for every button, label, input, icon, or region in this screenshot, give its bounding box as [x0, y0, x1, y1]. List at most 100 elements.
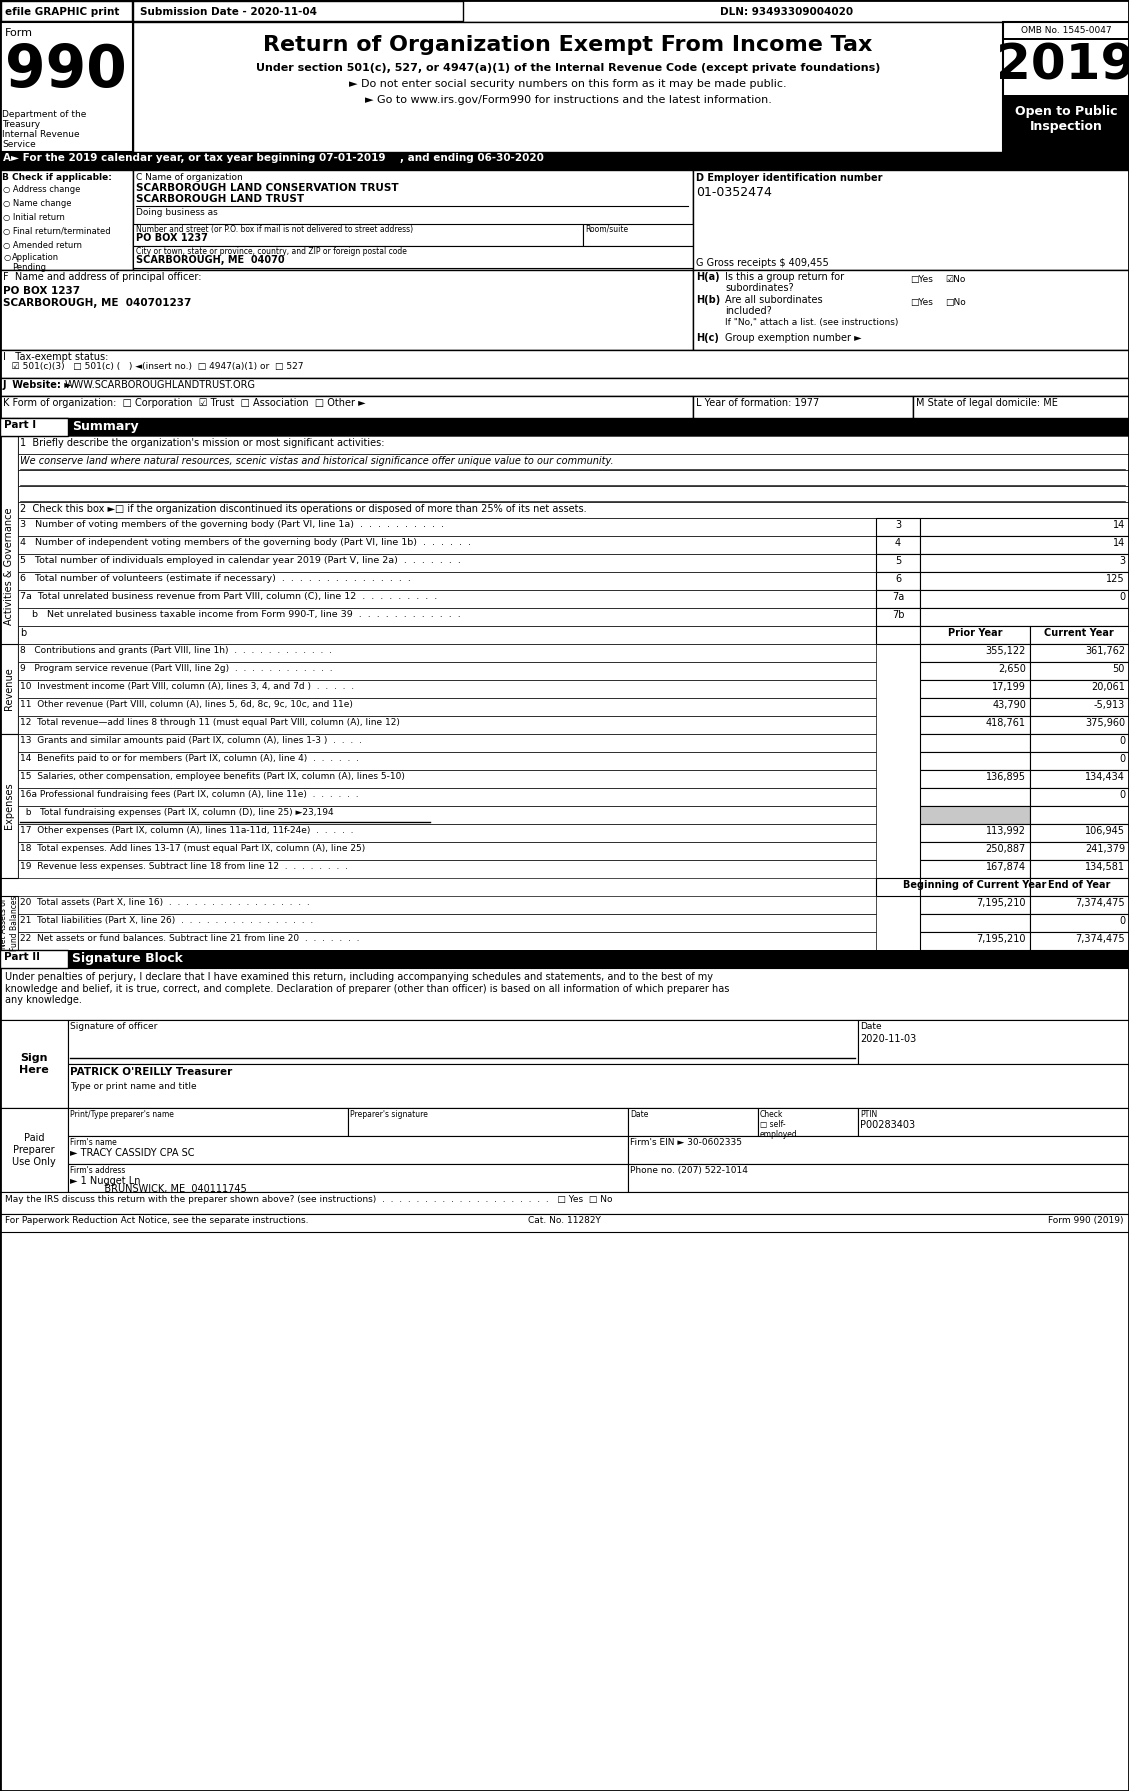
Bar — [0, 1021, 68, 1109]
Bar — [0, 349, 1129, 378]
Text: 6: 6 — [895, 573, 901, 584]
Bar — [0, 734, 18, 878]
Bar — [18, 435, 1129, 453]
Bar — [18, 645, 876, 663]
Text: 11  Other revenue (Part VIII, column (A), lines 5, 6d, 8c, 9c, 10c, and 11e): 11 Other revenue (Part VIII, column (A),… — [20, 700, 353, 709]
Bar — [876, 607, 920, 627]
Text: 17,199: 17,199 — [992, 682, 1026, 691]
Text: L Year of formation: 1977: L Year of formation: 1977 — [695, 398, 820, 408]
Bar — [876, 589, 920, 607]
Bar — [18, 589, 876, 607]
Bar — [18, 716, 876, 734]
Bar — [18, 734, 876, 752]
Text: WWW.SCARBOROUGHLANDTRUST.ORG: WWW.SCARBOROUGHLANDTRUST.ORG — [65, 380, 256, 390]
Text: □Yes: □Yes — [910, 276, 933, 285]
Bar — [693, 170, 1129, 270]
Text: End of Year: End of Year — [1048, 879, 1110, 890]
Bar — [920, 860, 1030, 878]
Text: Are all subordinates: Are all subordinates — [725, 296, 823, 304]
Text: 134,581: 134,581 — [1085, 861, 1124, 872]
Text: 7a: 7a — [892, 593, 904, 602]
Text: Doing business as: Doing business as — [135, 208, 218, 217]
Bar — [913, 396, 1129, 417]
Text: C Name of organization: C Name of organization — [135, 174, 243, 183]
Bar — [18, 536, 876, 553]
Text: PTIN: PTIN — [860, 1110, 877, 1119]
Bar — [1003, 38, 1129, 39]
Text: Preparer's signature: Preparer's signature — [350, 1110, 428, 1119]
Text: BRUNSWICK, ME  040111745: BRUNSWICK, ME 040111745 — [70, 1184, 247, 1195]
Text: Check: Check — [760, 1110, 784, 1119]
Text: 14: 14 — [1113, 537, 1124, 548]
Bar — [1030, 716, 1129, 734]
Bar — [18, 896, 876, 913]
Bar — [0, 1193, 1129, 1214]
Text: □Yes: □Yes — [910, 297, 933, 306]
Text: ○ Amended return: ○ Amended return — [3, 242, 82, 251]
Text: subordinates?: subordinates? — [725, 283, 794, 294]
Text: B Check if applicable:: B Check if applicable: — [2, 174, 112, 183]
Bar — [920, 878, 1030, 896]
Text: ○ Name change: ○ Name change — [3, 199, 71, 208]
Text: Internal Revenue: Internal Revenue — [2, 131, 80, 140]
Bar — [18, 931, 876, 949]
Text: 0: 0 — [1119, 754, 1124, 765]
Text: Treasury: Treasury — [2, 120, 41, 129]
Text: PATRICK O'REILLY Treasurer: PATRICK O'REILLY Treasurer — [70, 1067, 233, 1076]
Bar — [920, 734, 1030, 752]
Text: ► 1 Nugget Ln: ► 1 Nugget Ln — [70, 1177, 140, 1186]
Text: □ self-
employed: □ self- employed — [760, 1119, 798, 1139]
Bar — [920, 896, 1030, 913]
Bar — [68, 1164, 628, 1193]
Text: 250,887: 250,887 — [986, 844, 1026, 854]
Text: 20  Total assets (Part X, line 16)  .  .  .  .  .  .  .  .  .  .  .  .  .  .  . : 20 Total assets (Part X, line 16) . . . … — [20, 897, 309, 906]
Text: 0: 0 — [1119, 790, 1124, 801]
Text: 01-0352474: 01-0352474 — [695, 186, 772, 199]
Text: Cat. No. 11282Y: Cat. No. 11282Y — [527, 1216, 601, 1225]
Text: Is this a group return for: Is this a group return for — [725, 272, 844, 281]
Bar — [876, 878, 920, 896]
Text: 3: 3 — [895, 519, 901, 530]
Text: 6   Total number of volunteers (estimate if necessary)  .  .  .  .  .  .  .  .  : 6 Total number of volunteers (estimate i… — [20, 573, 411, 584]
Bar — [0, 417, 1129, 435]
Bar — [1030, 734, 1129, 752]
Bar — [0, 170, 133, 270]
Text: 7,195,210: 7,195,210 — [977, 897, 1026, 908]
Bar — [1030, 878, 1129, 896]
Bar — [693, 270, 1129, 349]
Text: D Employer identification number: D Employer identification number — [695, 174, 883, 183]
Bar — [18, 824, 876, 842]
Bar — [18, 860, 876, 878]
Bar — [68, 1064, 1129, 1109]
Bar — [133, 170, 693, 270]
Text: 418,761: 418,761 — [986, 718, 1026, 727]
Text: 43,790: 43,790 — [992, 700, 1026, 709]
Text: 8   Contributions and grants (Part VIII, line 1h)  .  .  .  .  .  .  .  .  .  . : 8 Contributions and grants (Part VIII, l… — [20, 647, 332, 656]
Text: Sign
Here: Sign Here — [19, 1053, 49, 1075]
Text: Signature of officer: Signature of officer — [70, 1023, 157, 1032]
Text: ☑No: ☑No — [945, 276, 965, 285]
Bar — [18, 913, 876, 931]
Bar — [18, 770, 876, 788]
Text: 167,874: 167,874 — [986, 861, 1026, 872]
Text: 2020-11-03: 2020-11-03 — [860, 1033, 917, 1044]
Bar — [0, 1021, 1129, 1109]
Text: 361,762: 361,762 — [1085, 647, 1124, 656]
Bar — [1030, 913, 1129, 931]
Bar — [0, 967, 1129, 1021]
Bar — [1030, 770, 1129, 788]
Bar — [18, 571, 876, 589]
Text: ☑ 501(c)(3)   □ 501(c) (   ) ◄(insert no.)  □ 4947(a)(1) or  □ 527: ☑ 501(c)(3) □ 501(c) ( ) ◄(insert no.) □… — [3, 362, 304, 371]
Text: Signature Block: Signature Block — [72, 953, 183, 965]
Bar — [18, 501, 1129, 518]
Bar — [0, 21, 133, 152]
Bar — [920, 698, 1030, 716]
Bar — [0, 435, 18, 697]
Bar — [1030, 681, 1129, 698]
Text: 1  Briefly describe the organization's mission or most significant activities:: 1 Briefly describe the organization's mi… — [20, 439, 385, 448]
Text: SCARBOROUGH LAND TRUST: SCARBOROUGH LAND TRUST — [135, 193, 304, 204]
Bar — [920, 607, 1129, 627]
Text: 375,960: 375,960 — [1085, 718, 1124, 727]
Bar — [920, 788, 1030, 806]
Text: ○ Final return/terminated: ○ Final return/terminated — [3, 227, 111, 236]
